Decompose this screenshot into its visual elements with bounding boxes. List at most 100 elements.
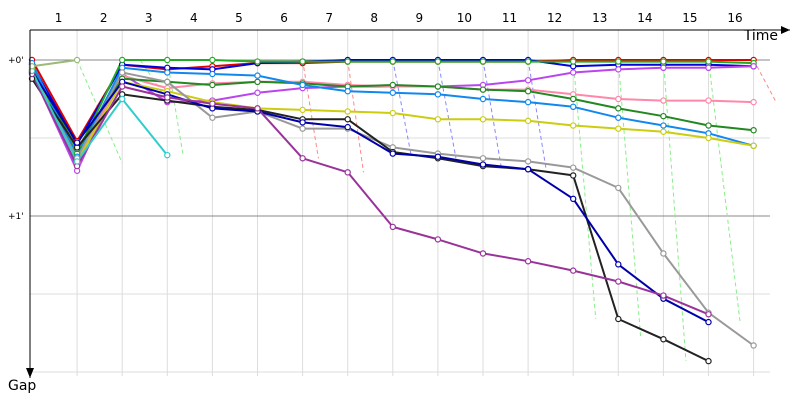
series-10-point-1 (73, 139, 81, 146)
series-11-point-14 (660, 292, 667, 299)
series-7-point-14 (660, 128, 667, 135)
series-7-point-15 (705, 134, 712, 142)
series-10-point-12 (570, 195, 577, 203)
series-3-point-5 (254, 89, 261, 96)
lap-label-9: 9 (416, 11, 424, 25)
lap-label-4: 4 (190, 11, 198, 25)
series-5-point-11 (524, 87, 532, 95)
lap-label-13: 13 (592, 11, 607, 25)
series-5-point-5 (254, 78, 261, 86)
lap-label-15: 15 (682, 11, 697, 25)
series-8-point-11 (524, 158, 532, 165)
series-line-12 (31, 70, 169, 163)
series-line-10 (31, 70, 709, 323)
series-2-point-14 (660, 58, 667, 65)
series-7-point-11 (524, 117, 532, 125)
series-2-point-11 (524, 58, 532, 65)
pit-line-8 (527, 59, 547, 170)
series-12-point-3 (164, 151, 171, 159)
series-4-point-15 (705, 97, 712, 104)
series-11-point-8 (389, 223, 396, 231)
series-5-point-16 (750, 126, 757, 134)
series-2-point-7 (344, 58, 351, 65)
pit-line-5 (392, 59, 412, 154)
series-11-point-12 (570, 267, 577, 274)
series-8-point-4 (209, 114, 216, 121)
series-8-point-2 (118, 69, 126, 76)
series-6-point-12 (570, 103, 577, 111)
series-9-point-12 (570, 172, 577, 179)
series-line-11 (31, 73, 709, 316)
series-8-point-13 (615, 184, 622, 192)
series-2-point-12 (570, 58, 577, 65)
series-5-point-9 (434, 83, 442, 90)
series-6-point-9 (434, 91, 442, 98)
lap-label-16: 16 (727, 11, 742, 25)
series-2-point-8 (389, 58, 396, 65)
pit-line-1 (166, 59, 184, 156)
series-11-point-10 (479, 250, 487, 257)
series-6-point-5 (254, 72, 261, 79)
series-11-point-6 (299, 155, 306, 162)
series-11-point-11 (524, 258, 532, 265)
series-5-point-8 (389, 81, 396, 89)
pit-line-3 (302, 59, 319, 159)
series-2-point-3 (164, 56, 171, 64)
y-tick-label-1: +1' (8, 212, 24, 222)
series-line-9 (31, 78, 709, 362)
lap-label-3: 3 (145, 11, 153, 25)
series-2-point-6 (299, 58, 306, 65)
series-3-point-11 (524, 77, 532, 84)
lap-labels: 1 2 3 4 5 6 7 8 9 10 11 12 13 14 15 16 (55, 11, 743, 25)
series-3-point-12 (570, 69, 577, 76)
series-10-point-15 (705, 318, 712, 326)
grid (30, 30, 770, 376)
series-6-point-10 (479, 95, 487, 103)
lap-label-14: 14 (637, 11, 652, 25)
series-9-point-15 (705, 357, 712, 365)
series-8-point-12 (570, 164, 577, 171)
lap-label-5: 5 (235, 11, 243, 25)
series-5-point-4 (209, 81, 216, 89)
y-tick-label-0: +0' (8, 56, 24, 66)
series-6-point-8 (389, 89, 396, 96)
series-4-point-13 (615, 95, 622, 103)
series-7-point-12 (570, 122, 577, 129)
pit-line-12 (708, 59, 741, 323)
series-5-point-14 (660, 112, 667, 120)
series-10-point-11 (524, 165, 532, 173)
lap-label-2: 2 (100, 11, 108, 25)
series-11-point-4 (209, 100, 216, 107)
series-11-point-3 (164, 94, 171, 101)
series-3-point-16 (750, 63, 757, 70)
pit-line-11 (662, 59, 687, 362)
series-7-point-13 (615, 125, 622, 132)
series-11-point-7 (344, 169, 351, 176)
series-5-point-10 (479, 86, 487, 93)
series-2-point-2 (118, 56, 126, 64)
lap-label-11: 11 (502, 11, 517, 25)
pit-stop-lines (76, 59, 777, 362)
series-3-point-13 (615, 66, 622, 73)
series-10-point-8 (389, 150, 396, 157)
series-3-point-14 (660, 64, 667, 72)
lap-label-7: 7 (325, 11, 333, 25)
series-5-point-13 (615, 105, 622, 112)
series-11-point-9 (434, 236, 442, 243)
lap-label-6: 6 (280, 11, 288, 25)
pit-line-13 (753, 59, 777, 103)
series-9-point-14 (660, 336, 667, 343)
series-7-point-9 (434, 116, 442, 123)
series-7-point-10 (479, 116, 487, 123)
series-8-point-14 (660, 250, 667, 257)
y-axis-label: Gap (8, 378, 36, 394)
x-axis-arrow (781, 26, 790, 34)
series-8-point-6 (299, 125, 306, 132)
series-6-point-7 (344, 87, 351, 95)
series-7-point-7 (344, 108, 351, 115)
lap-label-12: 12 (547, 11, 562, 25)
series-5-point-12 (570, 95, 577, 103)
series-5-point-15 (705, 122, 712, 129)
series-6-point-13 (615, 114, 622, 121)
